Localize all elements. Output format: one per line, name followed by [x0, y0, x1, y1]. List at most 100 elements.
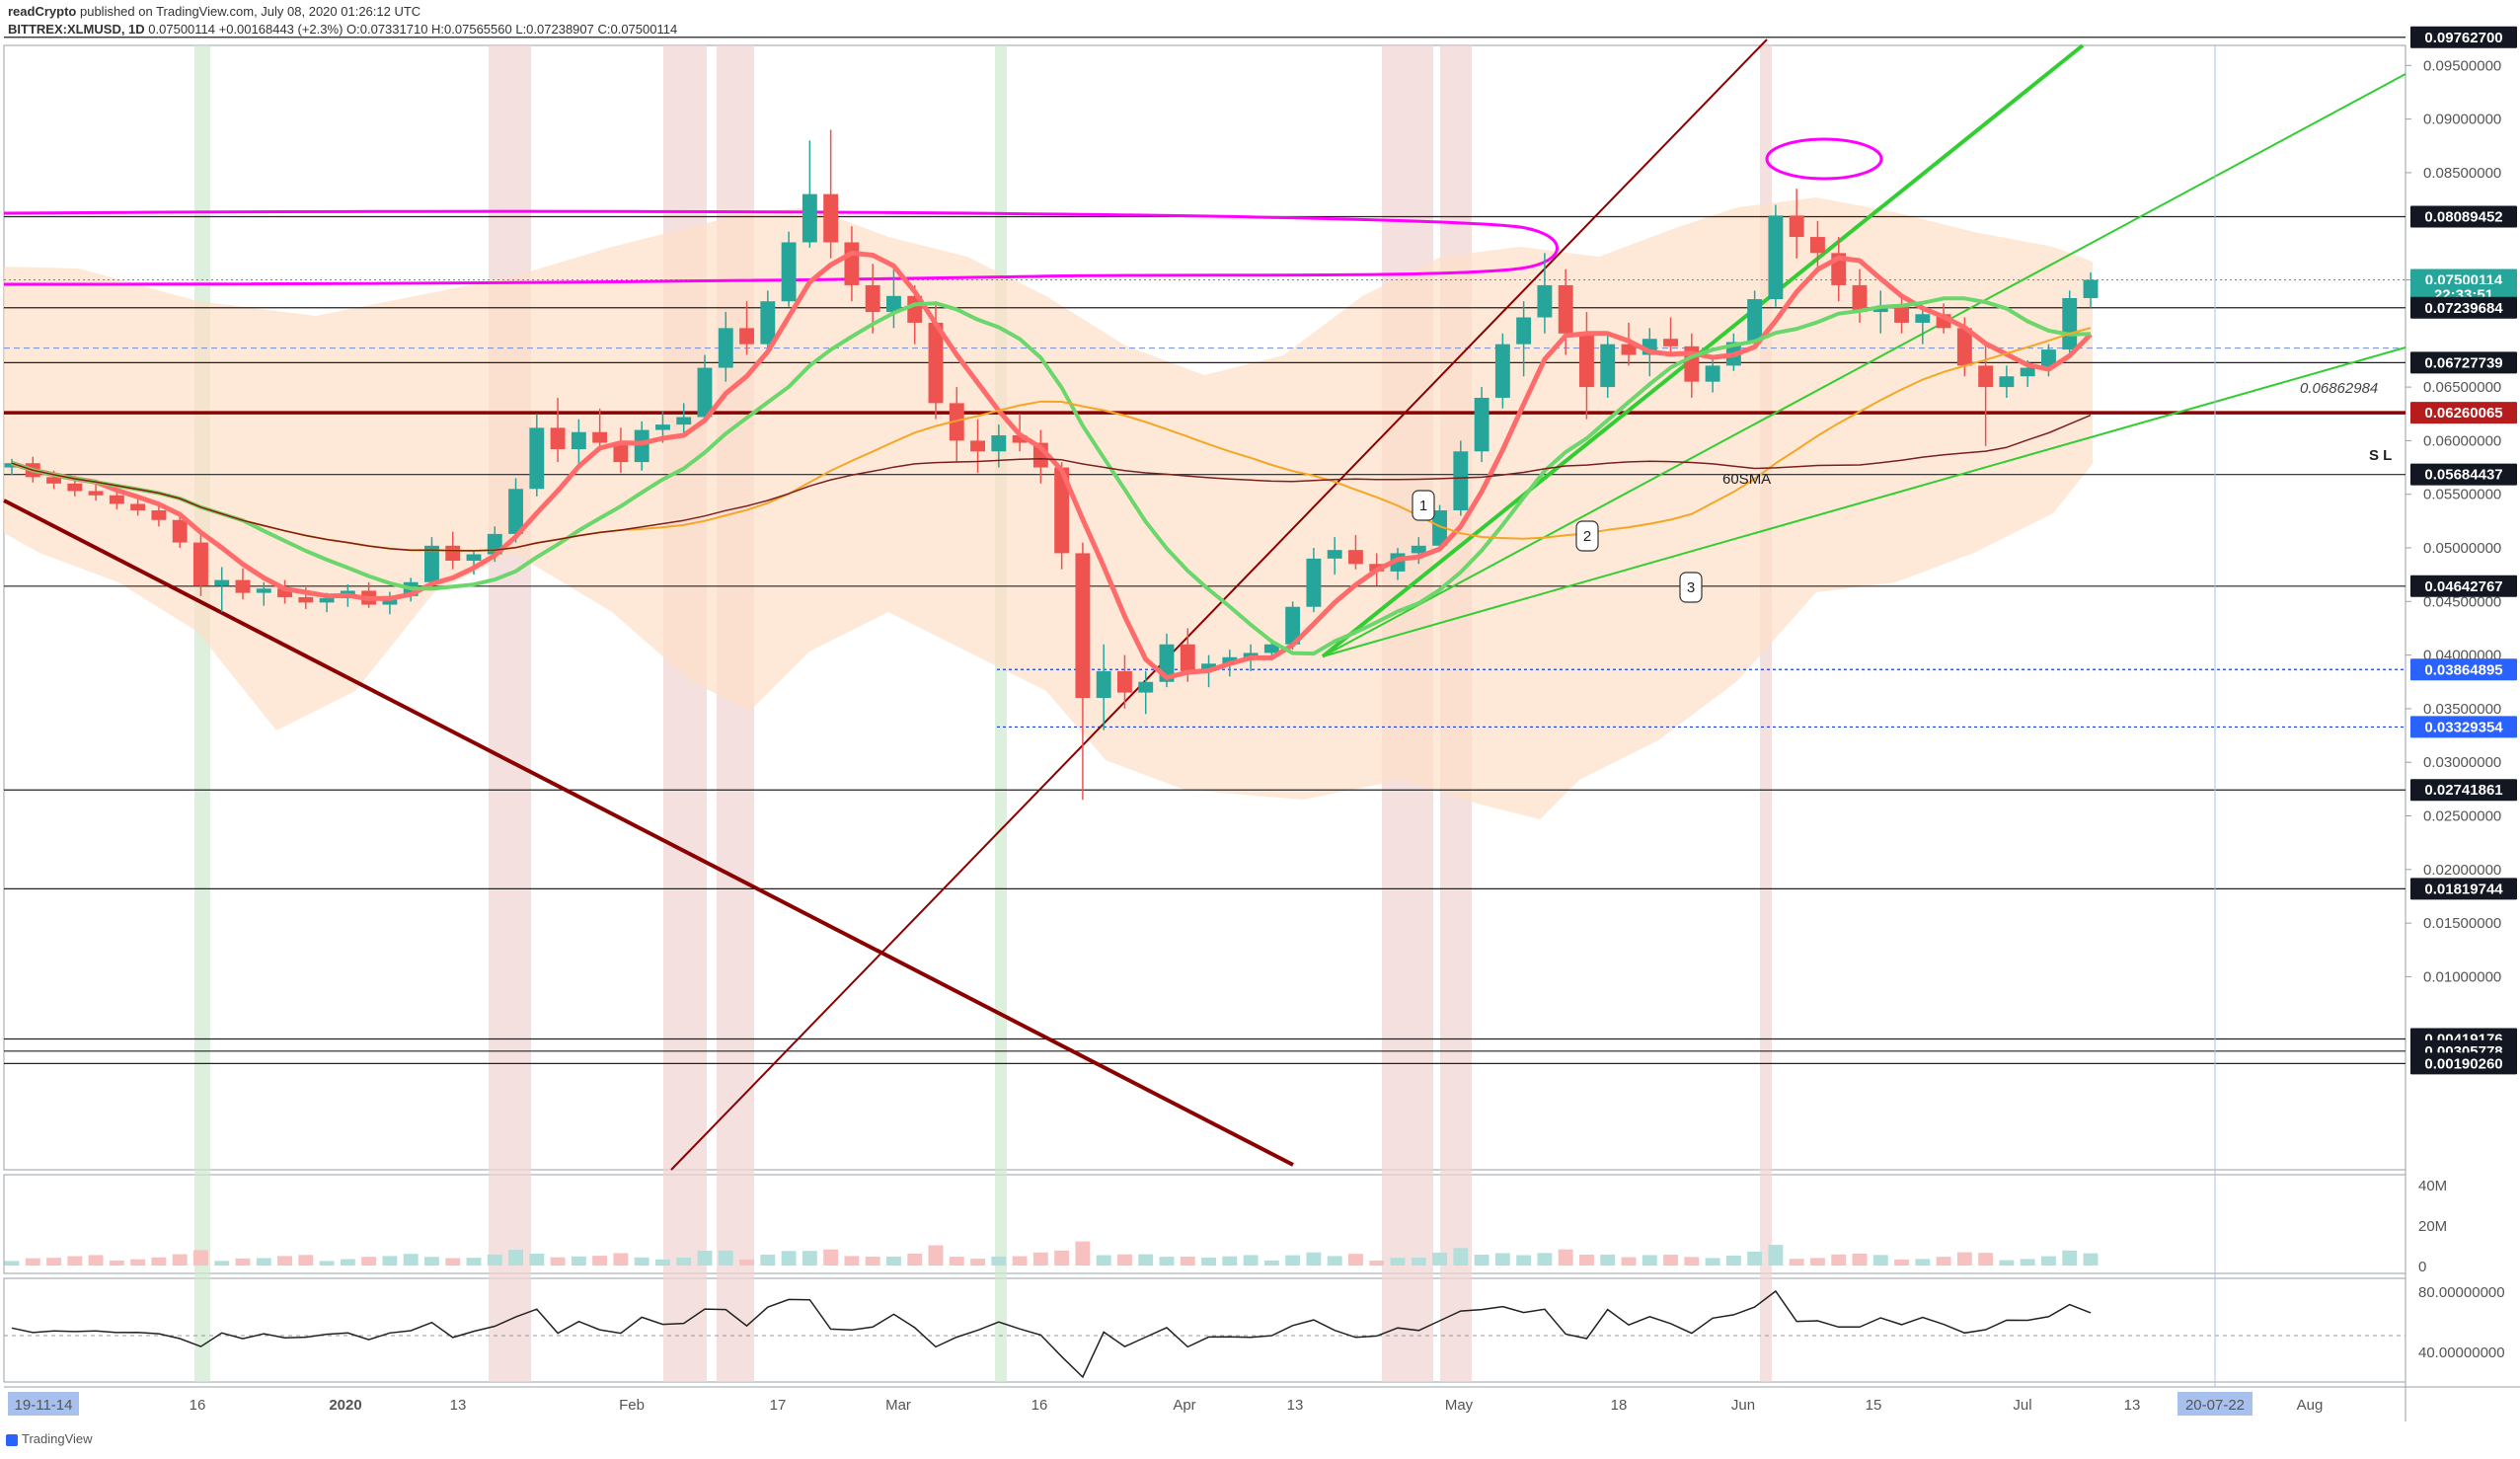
- callout-label: 3: [1687, 579, 1695, 596]
- candle-body: [991, 434, 1007, 452]
- x-tick-label: Aug: [2297, 1397, 2324, 1414]
- candle-body: [1180, 644, 1195, 671]
- candle-body: [1474, 397, 1489, 452]
- volume-bar: [256, 1258, 271, 1266]
- y-tick-label: 0.05500000: [2423, 487, 2501, 503]
- candle-body: [1012, 434, 1028, 443]
- x-tick-label: Feb: [619, 1397, 645, 1414]
- volume-bar: [1684, 1257, 1700, 1266]
- candle-body: [1852, 284, 1868, 313]
- candle-body: [634, 429, 649, 463]
- y-tick-label: 0.03000000: [2423, 754, 2501, 771]
- candle-body: [1348, 550, 1363, 565]
- price-label-box: [2410, 351, 2517, 374]
- volume-tick-label: 0: [2418, 1259, 2426, 1275]
- y-axis-ticks: 0.095000000.090000000.085000000.07500000…: [2405, 57, 2501, 985]
- volume-bar: [466, 1258, 482, 1266]
- volume-bar: [949, 1257, 964, 1266]
- candle-body: [1768, 215, 1784, 300]
- price-label: 0.06727739: [2424, 354, 2502, 371]
- footer: TradingView: [6, 1431, 93, 1446]
- candle-body: [256, 588, 271, 593]
- price-change: 0.07500114 +0.00168443 (+2.3%): [148, 22, 344, 37]
- footer-brand[interactable]: TradingView: [22, 1431, 93, 1446]
- volume-bar: [487, 1254, 502, 1266]
- candle-body: [1327, 550, 1342, 559]
- x-end-label: 20-07-22: [2185, 1397, 2245, 1414]
- callout-label: 1: [1419, 498, 1427, 514]
- y-tick-label: 0.09500000: [2423, 57, 2501, 74]
- volume-bar: [235, 1258, 251, 1266]
- price-label-box: [2410, 1052, 2517, 1075]
- price-label: 0.08089452: [2424, 208, 2502, 225]
- price-label: 0.03329354: [2424, 719, 2503, 735]
- y-tick-label: 0.03500000: [2423, 701, 2501, 718]
- candle-body: [676, 417, 692, 425]
- price-label-box: [2410, 878, 2517, 900]
- candle-body: [424, 545, 439, 582]
- candle-body: [1915, 314, 1931, 323]
- rsi-tick-label: 40.00000000: [2418, 1344, 2505, 1361]
- candle-body: [613, 442, 629, 463]
- candle-body: [1306, 558, 1322, 607]
- y-tick-label: 0.02000000: [2423, 862, 2501, 879]
- callout-box: [1679, 572, 1703, 603]
- rsi-pane: [3, 1277, 2406, 1383]
- volume-bar: [781, 1251, 797, 1266]
- volume-bar: [1032, 1252, 1048, 1266]
- candle-body: [844, 242, 860, 285]
- fan-line-2: [1322, 73, 2406, 657]
- volume-bar: [1516, 1255, 1532, 1266]
- volume-bar: [361, 1257, 377, 1266]
- volume-tick-label: 40M: [2418, 1178, 2447, 1194]
- candle-body: [1537, 284, 1553, 318]
- volume-bar: [1872, 1255, 1888, 1266]
- volume-bar: [424, 1257, 439, 1266]
- publisher-line: readCrypto published on TradingView.com,…: [8, 4, 420, 19]
- candle-body: [1285, 606, 1301, 645]
- candle-body: [1894, 306, 1909, 323]
- volume-bar: [214, 1261, 230, 1266]
- volume-bar: [1117, 1254, 1132, 1266]
- volume-bar: [1768, 1245, 1784, 1266]
- volume-bar: [1642, 1255, 1657, 1266]
- candle-body: [1956, 328, 1972, 366]
- candle-body: [2041, 349, 2056, 368]
- candle-body: [88, 491, 104, 496]
- y-tick-label: 0.01500000: [2423, 915, 2501, 932]
- volume-bar: [445, 1258, 461, 1266]
- candle-body: [130, 503, 146, 510]
- fan-line-3: [1322, 346, 2406, 657]
- x-start-label: 19-11-14: [15, 1397, 73, 1414]
- candle-body: [1663, 339, 1678, 346]
- candle-body: [1117, 670, 1132, 693]
- candle-body: [550, 427, 566, 450]
- volume-bar: [655, 1259, 670, 1266]
- volume-bar: [592, 1256, 608, 1266]
- volume-bar: [550, 1257, 566, 1266]
- price-label-box: [2410, 658, 2517, 681]
- x-tick-label: 15: [1866, 1397, 1882, 1414]
- candle-body: [529, 427, 545, 490]
- x-tick-label: 16: [190, 1397, 206, 1414]
- price-label-box: [2410, 575, 2517, 597]
- symbol-name[interactable]: BITTREX:XLMUSD, 1D: [8, 22, 145, 37]
- price-label-box: [2410, 402, 2517, 424]
- price-label: 0.01819744: [2424, 881, 2503, 897]
- candle-body: [46, 477, 61, 484]
- candle-body: [823, 193, 839, 243]
- x-tick-label: Jun: [1731, 1397, 1755, 1414]
- y-tick-label: 0.05000000: [2423, 540, 2501, 557]
- volume-bar: [1306, 1252, 1322, 1266]
- volume-bar: [193, 1250, 208, 1266]
- x-tick-label: 13: [450, 1397, 467, 1414]
- publisher-name[interactable]: readCrypto: [8, 4, 77, 19]
- volume-bar: [1327, 1256, 1342, 1266]
- rsi-line: [11, 1289, 2092, 1379]
- candle-body: [109, 495, 124, 504]
- candle-body: [151, 509, 167, 520]
- price-label: 0.03864895: [2424, 661, 2502, 678]
- volume-bar: [319, 1261, 335, 1266]
- callout-box: [1575, 520, 1599, 552]
